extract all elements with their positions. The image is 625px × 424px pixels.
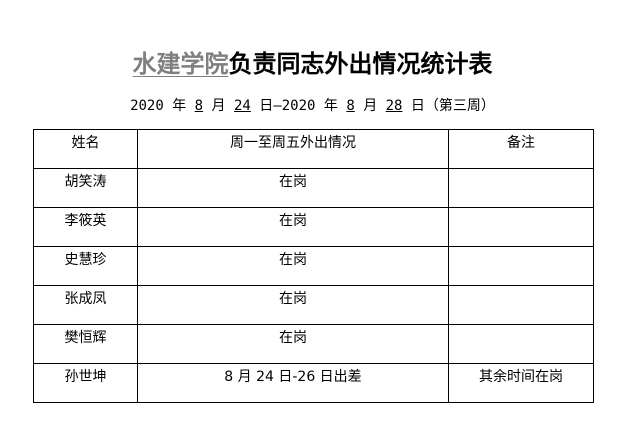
notes-cell	[448, 285, 594, 325]
header-notes: 备注	[448, 129, 594, 169]
status-cell: 在岗	[137, 246, 449, 286]
name-cell: 张成凤	[33, 285, 138, 325]
table-row: 史慧珍 在岗	[33, 246, 594, 286]
notes-cell	[448, 168, 594, 208]
month-label: 月	[211, 98, 226, 114]
start-month: 8	[194, 98, 204, 114]
header-row: 姓名 周一至周五外出情况 备注	[33, 129, 594, 169]
name-cell: 孙世坤	[33, 363, 138, 403]
start-year: 2020	[130, 98, 164, 114]
end-day: 28	[385, 98, 403, 114]
name-cell: 史慧珍	[33, 246, 138, 286]
status-cell: 在岗	[137, 324, 449, 364]
table-row: 樊恒辉 在岗	[33, 324, 594, 364]
attendance-table: 姓名 周一至周五外出情况 备注 胡笑涛 在岗 李筱英 在岗 史慧珍 在岗 张成凤 在岗 …	[33, 129, 594, 403]
end-year: 2020	[281, 98, 316, 114]
college-name: 水建学院	[132, 49, 229, 78]
name-cell: 胡笑涛	[33, 168, 138, 208]
day-label: 日	[259, 98, 274, 114]
name-cell: 樊恒辉	[33, 324, 138, 364]
status-cell: 8 月 24 日-26 日出差	[137, 363, 449, 403]
status-cell: 在岗	[137, 285, 449, 325]
year-label: 年	[323, 98, 338, 114]
header-status: 周一至周五外出情况	[137, 129, 449, 169]
month-label: 月	[363, 98, 378, 114]
page-title: 水建学院负责同志外出情况统计表	[0, 44, 625, 79]
name-cell: 李筱英	[33, 207, 138, 247]
date-range: 2020 年 8 月 24 日—2020 年 8 月 28 日（第三周）	[0, 95, 625, 115]
table-row: 胡笑涛 在岗	[33, 168, 594, 208]
week-label: （第三周）	[424, 98, 495, 114]
notes-cell	[448, 207, 594, 247]
table-row: 张成凤 在岗	[33, 285, 594, 325]
notes-cell: 其余时间在岗	[448, 363, 594, 403]
table-row: 孙世坤 8 月 24 日-26 日出差 其余时间在岗	[33, 363, 594, 403]
end-month: 8	[346, 98, 355, 114]
title-main: 负责同志外出情况统计表	[228, 49, 493, 78]
day-label: 日	[410, 98, 425, 114]
header-name: 姓名	[33, 129, 138, 169]
notes-cell	[448, 246, 594, 286]
status-cell: 在岗	[137, 168, 449, 208]
start-day: 24	[233, 98, 251, 114]
table-row: 李筱英 在岗	[33, 207, 594, 247]
year-label: 年	[172, 98, 187, 114]
status-cell: 在岗	[137, 207, 449, 247]
range-dash: —	[273, 98, 282, 114]
notes-cell	[448, 324, 594, 364]
